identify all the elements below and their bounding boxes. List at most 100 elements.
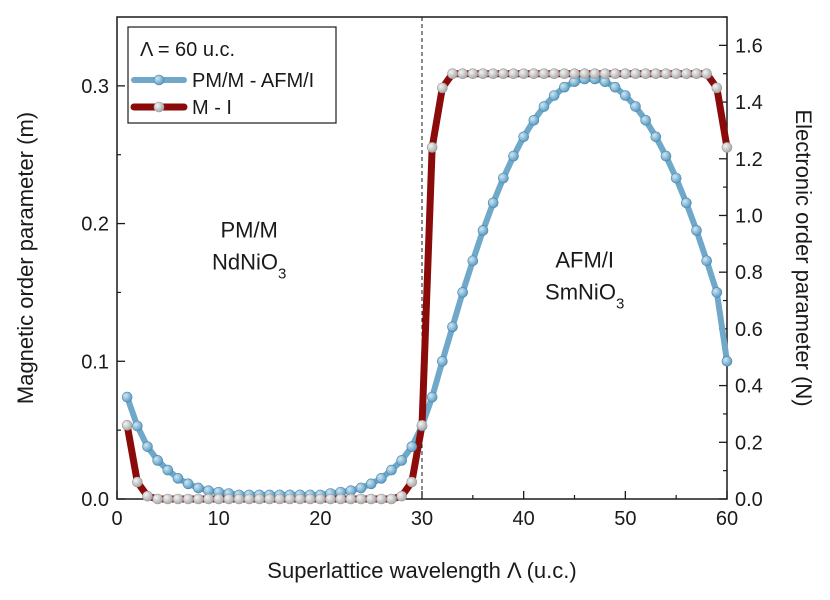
series-m-i-point: [467, 68, 479, 80]
series-m-i-point: [681, 68, 692, 80]
series-pm-afm-point: [152, 455, 163, 466]
series-pm-afm-point: [182, 478, 194, 490]
series-pm-afm-point: [467, 255, 479, 267]
x-tick-label: 60: [716, 508, 738, 530]
series-m-i-point: [274, 493, 285, 505]
series-m-i-point: [548, 68, 560, 80]
series-m-i-point: [233, 493, 245, 505]
x-tick-label: 40: [513, 508, 535, 530]
series-m-i-point: [691, 68, 702, 80]
series-m-i-point: [559, 68, 570, 80]
series-m-i-point: [132, 476, 143, 488]
x-tick-label: 50: [614, 508, 636, 530]
series-m-i-point: [609, 68, 621, 80]
series-pm-afm-point: [640, 114, 651, 126]
series-m-i-point: [416, 419, 428, 431]
series-m-i-point: [487, 68, 499, 80]
series-pm-afm-point: [498, 172, 509, 184]
series-m-i-point: [345, 493, 357, 505]
series-m-i-point: [325, 493, 336, 505]
series-pm-afm-point: [396, 455, 407, 466]
x-tick-label: 30: [411, 508, 433, 530]
series-m-i-point: [335, 493, 346, 505]
series-m-i-point: [620, 68, 631, 80]
series-pm-afm-point: [386, 464, 397, 476]
y-right-tick-label: 0.8: [735, 262, 763, 284]
x-tick-label: 20: [309, 508, 331, 530]
series-pm-afm-point: [457, 287, 468, 298]
y-left-tick-label: 0.2: [81, 214, 109, 236]
y-left-tick-label: 0.3: [81, 76, 109, 98]
series-m-i-point: [162, 493, 174, 505]
y-right-tick-label: 1.6: [735, 35, 763, 57]
series-m-i-point: [254, 493, 265, 505]
y-right-tick-label: 0.0: [735, 489, 763, 511]
series-m-i-point: [579, 68, 590, 80]
series-pm-afm-point: [193, 482, 204, 494]
y-left-axis-title: Magnetic order parameter (m): [13, 112, 38, 404]
y-right-tick-label: 0.4: [735, 376, 763, 398]
region-label-2-material: SmNiO3: [545, 280, 624, 313]
series-m-i-point: [223, 493, 235, 505]
series-m-i-point: [386, 493, 397, 505]
series-m-i-point: [172, 493, 184, 505]
series-m-i-point: [284, 493, 296, 505]
legend-label-1: PM/M - AFM/I: [192, 70, 314, 92]
y-right-tick-label: 1.2: [735, 149, 763, 171]
y-left-tick-label: 0.1: [81, 351, 109, 373]
series-pm-afm-point: [559, 81, 570, 93]
legend-swatch-marker-1: [153, 74, 165, 86]
series-m-i-point: [528, 68, 540, 80]
series-m-i-point: [193, 493, 204, 505]
series-pm-afm-point: [691, 225, 702, 236]
series-m-i-point: [152, 493, 163, 505]
series-pm-afm-point: [670, 172, 682, 184]
series-m-i-point: [121, 419, 133, 431]
series-m-i-point: [477, 68, 489, 80]
y-right-axis-title: Electronic order parameter (N): [791, 109, 816, 406]
series-pm-afm-point: [620, 90, 631, 101]
series-m-i-point: [376, 493, 387, 505]
y-right-tick-label: 1.4: [735, 92, 763, 114]
series-pm-afm-point: [548, 90, 560, 101]
series-m-i-point: [701, 68, 712, 80]
series-m-i-point: [447, 68, 458, 80]
series-m-i-point: [294, 493, 306, 505]
series-m-i-point: [406, 476, 418, 488]
series-pm-afm-point: [355, 482, 367, 494]
series-pm-afm-point: [437, 355, 448, 367]
series-pm-afm-point: [711, 287, 723, 298]
y-right-tick-label: 1.0: [735, 205, 763, 227]
series-m-i-point: [355, 493, 367, 505]
x-axis-title: Superlattice wavelength Λ (u.c.): [267, 558, 576, 583]
series-m-i-point: [721, 142, 733, 153]
legend-label-2: M - I: [192, 97, 232, 119]
y-left-tick-label: 0.0: [81, 489, 109, 511]
series-m-i-point: [304, 493, 316, 505]
series-pm-afm-point: [426, 391, 438, 403]
y-right-tick-label: 0.2: [735, 432, 763, 454]
series-pm-afm-point: [518, 131, 529, 143]
region-label-2-phase: AFM/I: [555, 248, 614, 273]
series-pm-afm-point: [660, 150, 672, 162]
series-m-i-point: [599, 68, 611, 80]
series-pm-afm-point: [477, 225, 489, 236]
series-m-i-point: [498, 68, 509, 80]
series-m-i-point: [243, 493, 255, 505]
series-pm-afm-point: [121, 391, 133, 403]
series-m-i-point: [396, 490, 407, 502]
x-tick-label: 0: [111, 508, 122, 530]
series-m-i-point: [457, 68, 468, 80]
series-pm-afm-point: [376, 473, 387, 484]
series-m-i-point: [264, 493, 275, 505]
series-m-i-point: [589, 68, 601, 80]
series-pm-afm-point: [630, 101, 641, 112]
region-label-1-material: NdNiO3: [212, 249, 286, 282]
series-pm-afm-point: [162, 464, 174, 476]
series-m-i-point: [569, 68, 580, 80]
series-m-i-point: [630, 68, 641, 80]
series-m-i-point: [142, 490, 153, 502]
y-right-tick-label: 0.6: [735, 319, 763, 341]
series-pm-afm-point: [406, 441, 418, 452]
series-m-i-point: [670, 68, 682, 80]
